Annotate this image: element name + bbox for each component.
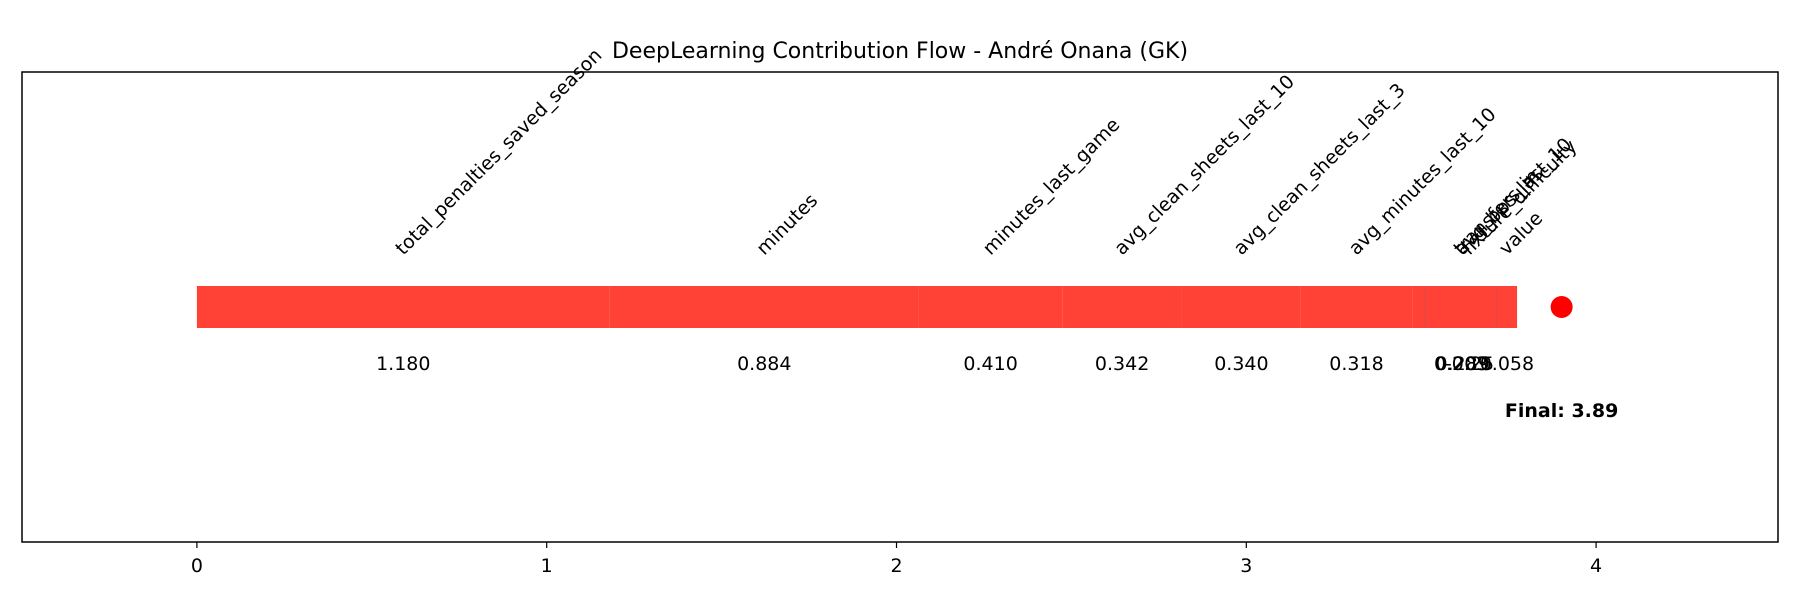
value-label: 0.884 (737, 353, 791, 375)
value-label: 0.058 (1480, 353, 1534, 375)
contribution-bar (1300, 286, 1413, 328)
value-label: 0.342 (1095, 353, 1149, 375)
contribution-bar (609, 286, 919, 328)
value-label: 0.340 (1214, 353, 1268, 375)
feature-label: total_penalties_saved_season (391, 44, 606, 259)
x-axis: 0 1 2 3 4 (191, 542, 1602, 577)
x-tick-label: 4 (1590, 555, 1602, 577)
value-label: 1.180 (376, 353, 430, 375)
value-labels: 1.180 0.884 0.410 0.342 0.340 0.318 0.289-0.25… (376, 353, 1534, 375)
final-value-label: Final: 3.89 (1505, 400, 1618, 422)
x-tick-label: 1 (541, 555, 553, 577)
contribution-bars (196, 286, 1518, 328)
value-label: 0.289 (1435, 353, 1489, 375)
value-label: 0.410 (963, 353, 1017, 375)
value-label: 0.203 (1434, 353, 1488, 375)
feature-label: minutes_last_game (979, 114, 1125, 260)
value-label: 0.318 (1329, 353, 1383, 375)
contribution-bar (196, 286, 610, 328)
feature-label: minutes (752, 190, 822, 260)
x-tick-label: 3 (1240, 555, 1252, 577)
contribution-bar (1425, 286, 1497, 328)
x-tick-label: 0 (191, 555, 203, 577)
contribution-bar (918, 286, 1063, 328)
plot-frame (21, 71, 1779, 543)
contribution-bar (1062, 286, 1182, 328)
final-value-marker (1550, 296, 1573, 318)
contribution-bar (1181, 286, 1301, 328)
chart-title: DeepLearning Contribution Flow - André O… (612, 39, 1188, 64)
value-label: -0.25 (1445, 353, 1494, 375)
contribution-bar (1496, 286, 1518, 328)
x-tick-label: 2 (890, 555, 902, 577)
